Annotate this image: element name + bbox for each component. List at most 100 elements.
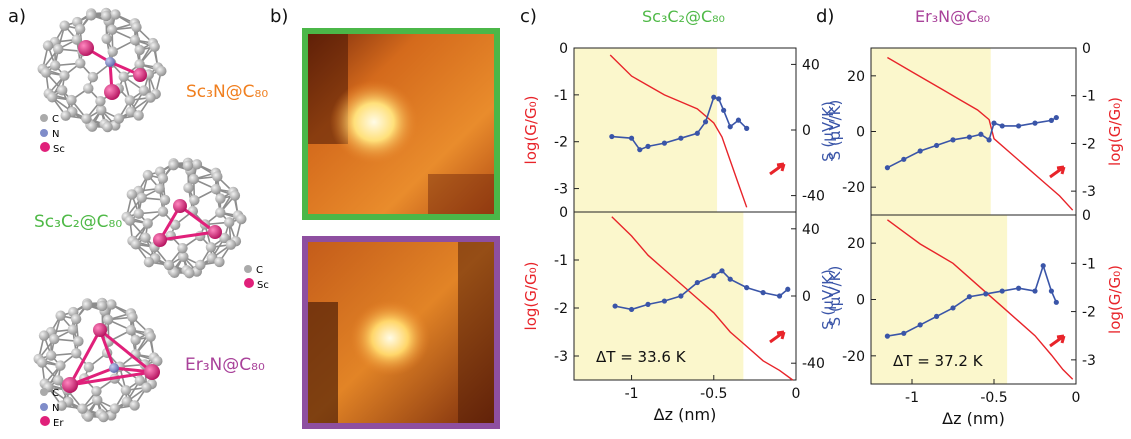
carbon-atom [188,173,199,185]
legend-text: C [256,265,263,276]
seebeck-point [999,288,1005,294]
legend-metal-dot [40,142,50,152]
seebeck-point [1032,120,1038,126]
carbon-atom [134,375,146,386]
carbon-atom [83,361,95,373]
legend-text: Sc [53,144,65,155]
seebeck-series [887,116,1057,169]
x-tick-label: 0 [792,386,801,402]
seebeck-point [1016,123,1022,129]
right-tick-label: -3 [1082,184,1096,200]
seebeck-point [884,165,891,171]
seebeck-point [744,125,750,131]
carbon-atom [36,357,48,368]
carbon-atom [125,324,137,336]
x-axis-label: Δz (nm) [942,409,1005,428]
legend-sc3n: C N Sc [40,112,65,157]
carbon-atom [225,239,237,250]
highlight-region [574,212,744,380]
right-tick-label: 40 [802,57,820,73]
carbon-atom [141,382,152,393]
right-axis-label: log(G/G₀) [1106,265,1124,334]
seebeck-point [1048,117,1054,123]
left-axis-label: S (μV/K) [819,269,837,330]
carbon-atom [129,34,141,46]
chart-title: Er₃N@C₈₀ [915,7,990,26]
carbon-atom [120,385,132,396]
panel-label-c: c) [520,6,537,27]
seebeck-point [628,306,635,313]
highlight-region [871,48,991,215]
carbon-atom [143,256,155,268]
carbon-atom [133,110,144,121]
carbon-atom [236,213,247,225]
stm-image-green [302,28,500,220]
nitrogen-atom [109,363,119,373]
carbon-atom [38,330,50,341]
left-tick-label: -2 [554,301,568,317]
seebeck-point [609,133,615,140]
carbon-atom [178,251,189,262]
seebeck-point [727,124,733,130]
molecule-figure [33,7,247,423]
carbon-atom [101,33,112,45]
carbon-atom [210,183,222,195]
legend-er3n: C N Er [40,386,63,431]
x-tick-label: 0 [1072,390,1081,406]
legend-carbon-dot [40,388,48,396]
stm-image-purple [302,236,500,429]
carbon-atom [107,46,118,57]
right-axis-label: S (μV/K) [826,100,844,161]
molecule-label-sc3c2: Sc₃C₂@C₈₀ [34,212,123,232]
metal-bond [99,328,153,374]
carbon-atom [102,314,114,325]
carbon-atom [96,300,108,312]
carbon-atom [59,20,70,31]
right-tick-label: -40 [802,356,825,372]
legend-metal-dot [244,278,254,288]
highlight-region [574,48,718,212]
carbon-atom [77,403,88,414]
carbon-atom [83,83,94,94]
seebeck-point [716,96,722,102]
carbon-atom [71,348,82,359]
carbon-atom [87,71,99,83]
carbon-atom [74,23,86,35]
seebeck-point [637,147,643,153]
seebeck-point [901,330,907,336]
carbon-atom [40,67,52,78]
carbon-atom [205,242,217,253]
carbon-atom [142,218,153,229]
carbon-atom [95,96,106,107]
carbon-atom [86,121,98,132]
carbon-atom [92,394,103,406]
scandium-atom [78,40,94,56]
carbon-atom [98,411,109,423]
carbon-atom [219,232,230,244]
scandium-atom [208,225,222,239]
right-tick-label: 0 [1082,41,1091,57]
right-axis-label: S (μV/K) [826,266,844,327]
carbon-atom [131,21,142,33]
panel-label-d: d) [816,6,835,27]
right-tick-label: -1 [1082,256,1096,272]
legend-nitrogen-dot [40,403,48,411]
seebeck-point [711,273,717,279]
carbon-atom [168,159,179,171]
carbon-atom [73,336,84,347]
left-axis-label: log(G/G₀) [522,96,540,165]
legend-nitrogen-dot [40,129,48,137]
molecule-label-sc3n: Sc₃N@C₈₀ [186,82,269,102]
seebeck-point [934,313,940,319]
erbium-atom [62,377,78,393]
carbon-atom [81,113,92,124]
delta-t-annotation: ΔT = 33.6 K [596,348,687,366]
seebeck-point [986,137,992,143]
erbium-atom [93,323,107,337]
carbon-atom [53,43,64,55]
seebeck-point [719,268,725,274]
fullerene-cage [121,157,247,279]
carbon-atom [50,60,61,71]
direction-arrow [1049,165,1066,179]
